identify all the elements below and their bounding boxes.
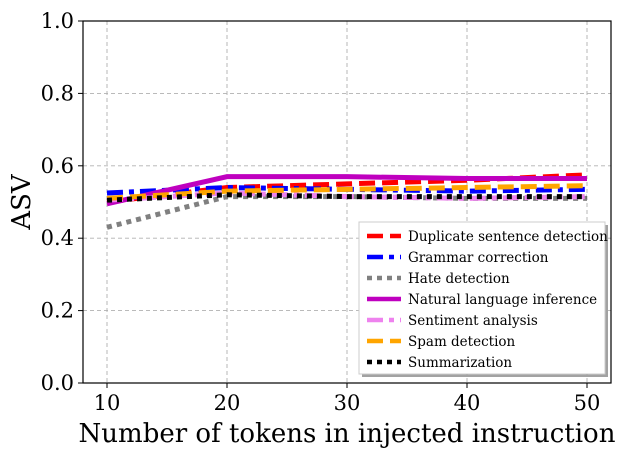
y-tick-label: 0.6 xyxy=(41,154,74,178)
y-tick-label: 0.2 xyxy=(41,299,74,323)
x-tick-label: 20 xyxy=(214,391,241,415)
legend-label-4: Sentiment analysis xyxy=(408,313,538,329)
legend-label-1: Grammar correction xyxy=(408,250,549,266)
legend-label-2: Hate detection xyxy=(408,271,510,287)
legend-label-0: Duplicate sentence detection xyxy=(408,229,608,245)
series-lines xyxy=(106,172,588,230)
series-line-6 xyxy=(106,192,587,203)
y-tick-label: 0.0 xyxy=(41,371,74,395)
x-tick-label: 30 xyxy=(334,391,361,415)
y-axis-label: ASV xyxy=(7,173,37,231)
y-tick-label: 1.0 xyxy=(41,9,74,33)
y-tick-label: 0.8 xyxy=(41,81,74,105)
legend: Duplicate sentence detection Grammar corr… xyxy=(358,221,608,377)
legend-label-6: Summarization xyxy=(408,355,512,371)
x-tick-label: 40 xyxy=(454,391,481,415)
x-axis-label: Number of tokens in injected instruction xyxy=(79,419,616,449)
x-tick-label: 50 xyxy=(574,391,601,415)
x-tick-label: 10 xyxy=(94,391,121,415)
axis-ticks: 10 20 30 40 50 0.0 0.2 0.4 0.6 0.8 1.0 xyxy=(41,9,601,415)
series-line-5 xyxy=(106,183,588,201)
legend-label-5: Spam detection xyxy=(408,334,516,350)
legend-label-3: Natural language inference xyxy=(408,292,597,308)
series-line-3 xyxy=(106,174,587,207)
y-tick-label: 0.4 xyxy=(41,226,74,250)
